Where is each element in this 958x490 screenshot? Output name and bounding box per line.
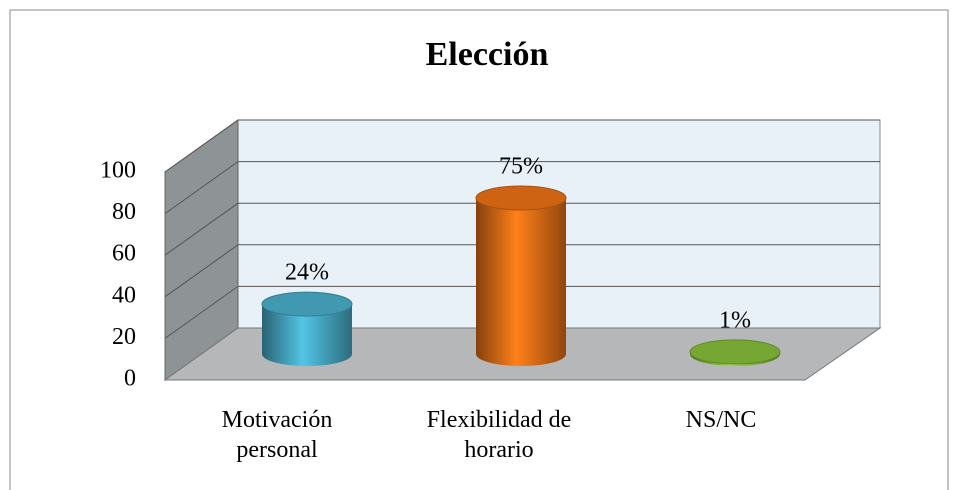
- chart-title: Elección: [426, 36, 549, 73]
- y-tick-label: 40: [112, 282, 136, 308]
- bar-cap: [689, 339, 781, 365]
- data-label: 24%: [285, 260, 329, 286]
- data-label: 75%: [499, 154, 543, 180]
- grid-line: [164, 202, 239, 256]
- bar-cap: [475, 185, 567, 211]
- grid-line: [164, 119, 239, 173]
- x-tick-label: Motivación personal: [221, 407, 333, 463]
- bar: [476, 198, 566, 354]
- y-tick-label: 0: [124, 366, 136, 392]
- data-label: 1%: [719, 307, 751, 333]
- chart-border: [9, 9, 949, 490]
- x-tick-label: NS/NC: [685, 407, 757, 433]
- grid-line: [164, 244, 239, 298]
- x-tick-label: Flexibilidad de horario: [426, 407, 572, 463]
- grid-line: [164, 285, 239, 339]
- y-tick-label: 80: [112, 199, 136, 225]
- y-tick-label: 100: [100, 158, 136, 184]
- bar-cap: [261, 291, 353, 317]
- y-tick-label: 60: [112, 241, 136, 267]
- y-tick-label: 20: [112, 324, 136, 350]
- grid-line: [164, 161, 239, 215]
